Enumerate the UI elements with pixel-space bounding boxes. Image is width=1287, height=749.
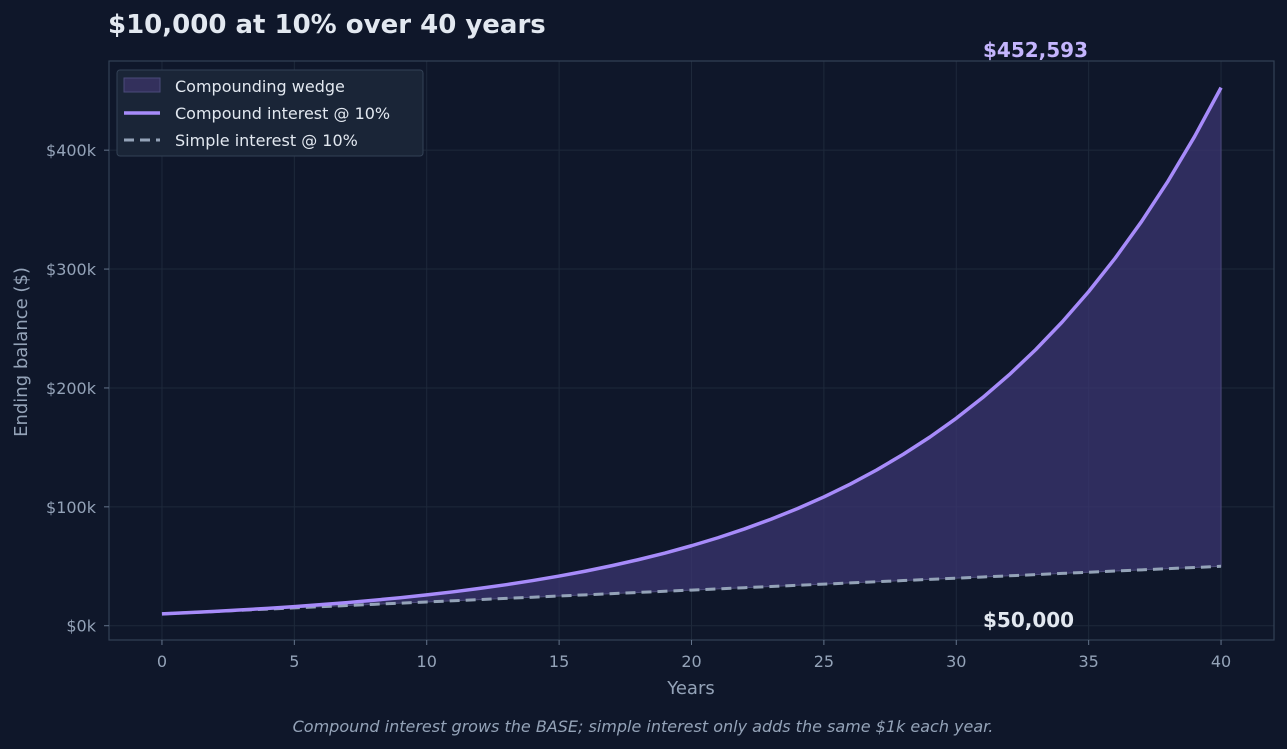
x-tick-label-6: 30 — [946, 652, 966, 671]
x-tick-label-1: 5 — [289, 652, 299, 671]
annotation-final-simple: $50,000 — [983, 608, 1074, 632]
annotation-final-compound: $452,593 — [983, 38, 1088, 62]
x-tick-label-0: 0 — [157, 652, 167, 671]
legend: Compounding wedge Compound interest @ 10… — [116, 69, 424, 157]
x-tick-label-5: 25 — [814, 652, 834, 671]
x-tick-label-3: 15 — [549, 652, 569, 671]
caption: Compound interest grows the BASE; simple… — [293, 717, 994, 736]
chart-title: $10,000 at 10% over 40 years — [108, 10, 546, 40]
x-tick-label-8: 40 — [1211, 652, 1231, 671]
legend-label-compound: Compound interest @ 10% — [175, 104, 390, 123]
series-line-simple — [161, 564, 1222, 616]
x-tick-label-7: 35 — [1078, 652, 1098, 671]
x-tick-label-4: 20 — [681, 652, 701, 671]
y-axis-label: Ending balance ($) — [11, 267, 32, 437]
y-tick-label-4: $400k — [46, 141, 97, 160]
y-tick-label-3: $300k — [46, 260, 97, 279]
y-tick-label-2: $200k — [46, 379, 97, 398]
series-line-compound — [161, 86, 1223, 616]
x-axis-label: Years — [666, 678, 715, 699]
legend-swatch-wedge — [123, 77, 161, 93]
legend-box — [116, 69, 424, 157]
legend-label-wedge: Compounding wedge — [175, 77, 345, 96]
y-tick-label-1: $100k — [46, 498, 97, 517]
plot-area: 0 5 10 15 20 25 30 35 40 $0k $100k $200k $300k $400k — [46, 60, 1275, 671]
x-tick-label-2: 10 — [417, 652, 437, 671]
y-tick-label-0: $0k — [66, 617, 96, 636]
legend-label-simple: Simple interest @ 10% — [175, 131, 358, 150]
